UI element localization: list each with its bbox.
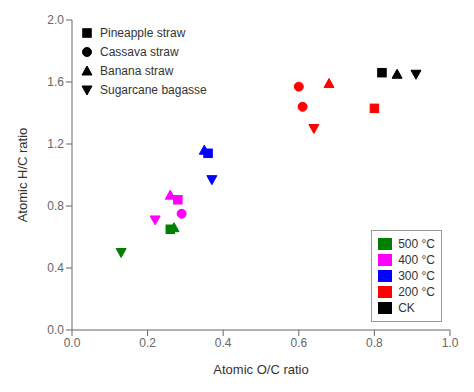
svg-text:0.8: 0.8 <box>366 336 383 350</box>
svg-text:1.2: 1.2 <box>47 137 64 151</box>
html-text:500 °C: 500 °C <box>398 237 435 251</box>
svg-text:2.0: 2.0 <box>47 13 64 27</box>
html-text:200 °C: 200 °C <box>398 285 435 299</box>
svg-text:1.0: 1.0 <box>442 336 459 350</box>
html-text:CK: CK <box>398 301 415 315</box>
html-text:Pineapple straw: Pineapple straw <box>100 26 186 40</box>
svg-text:0.6: 0.6 <box>290 336 307 350</box>
html-text:Sugarcane bagasse: Sugarcane bagasse <box>100 83 207 97</box>
html-text:Banana straw: Banana straw <box>100 64 174 78</box>
svg-text:Atomic H/C ratio: Atomic H/C ratio <box>15 128 30 223</box>
svg-text:0.2: 0.2 <box>139 336 156 350</box>
svg-text:0.0: 0.0 <box>47 323 64 337</box>
html-text:300 °C: 300 °C <box>398 269 435 283</box>
svg-text:0.8: 0.8 <box>47 199 64 213</box>
svg-text:0.4: 0.4 <box>47 261 64 275</box>
svg-text:0.0: 0.0 <box>64 336 81 350</box>
html-text:Cassava straw: Cassava straw <box>100 45 179 59</box>
html-text:400 °C: 400 °C <box>398 253 435 267</box>
svg-text:1.6: 1.6 <box>47 75 64 89</box>
svg-text:0.4: 0.4 <box>215 336 232 350</box>
svg-text:Atomic O/C ratio: Atomic O/C ratio <box>213 362 308 377</box>
